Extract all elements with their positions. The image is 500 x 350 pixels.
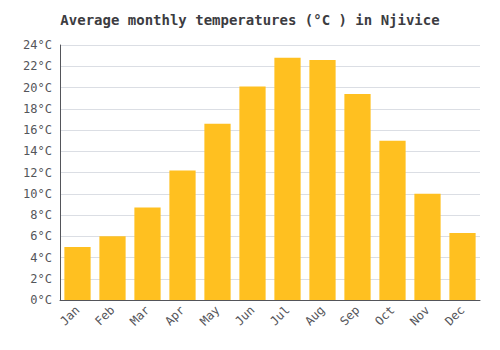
svg-text:0°C: 0°C bbox=[30, 293, 52, 307]
svg-text:Mar: Mar bbox=[127, 303, 152, 328]
svg-text:Nov: Nov bbox=[407, 303, 432, 328]
svg-text:Feb: Feb bbox=[92, 303, 117, 328]
svg-text:8°C: 8°C bbox=[30, 208, 52, 222]
svg-text:24°C: 24°C bbox=[23, 38, 52, 52]
svg-text:4°C: 4°C bbox=[30, 251, 52, 265]
svg-text:18°C: 18°C bbox=[23, 102, 52, 116]
svg-text:Apr: Apr bbox=[162, 303, 187, 328]
svg-text:10°C: 10°C bbox=[23, 187, 52, 201]
svg-text:12°C: 12°C bbox=[23, 166, 52, 180]
svg-text:2°C: 2°C bbox=[30, 272, 52, 286]
svg-text:Oct: Oct bbox=[372, 303, 397, 328]
svg-text:May: May bbox=[197, 303, 222, 328]
svg-text:22°C: 22°C bbox=[23, 59, 52, 73]
svg-text:Sep: Sep bbox=[337, 303, 362, 328]
svg-text:Average monthly temperatures (: Average monthly temperatures (°C ) in Nj… bbox=[60, 12, 439, 28]
svg-text:Jan: Jan bbox=[57, 303, 82, 328]
svg-text:14°C: 14°C bbox=[23, 144, 52, 158]
svg-text:6°C: 6°C bbox=[30, 229, 52, 243]
svg-text:20°C: 20°C bbox=[23, 81, 52, 95]
svg-text:16°C: 16°C bbox=[23, 123, 52, 137]
svg-text:Jun: Jun bbox=[232, 303, 257, 328]
svg-text:Dec: Dec bbox=[442, 303, 467, 328]
svg-text:Aug: Aug bbox=[302, 303, 327, 328]
svg-text:Jul: Jul bbox=[267, 303, 292, 328]
